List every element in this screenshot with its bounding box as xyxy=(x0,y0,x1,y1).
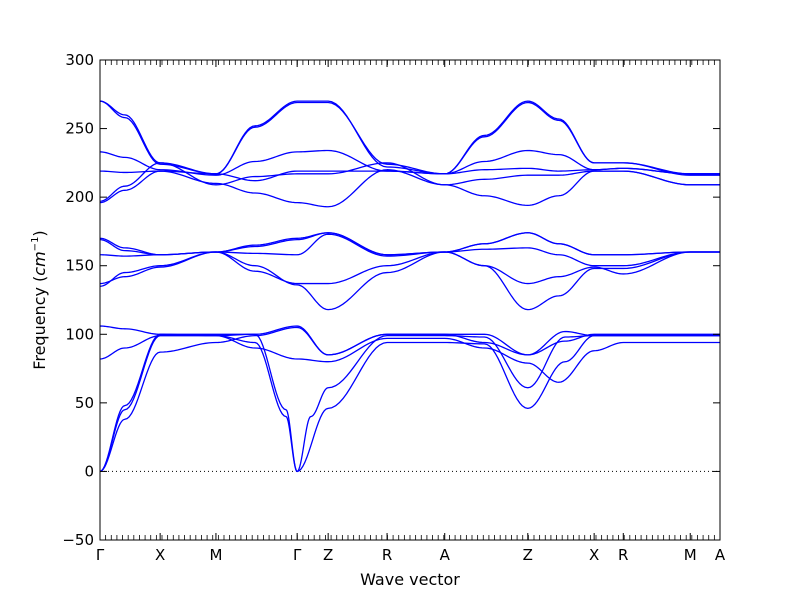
band-line-12 xyxy=(100,162,720,202)
band-line-4 xyxy=(100,335,720,383)
y-tick-label: 200 xyxy=(65,188,94,206)
y-axis-unit: cm xyxy=(30,251,49,275)
y-axis-unit-exponent: −1 xyxy=(30,237,41,252)
y-tick-label: 50 xyxy=(75,394,94,412)
kpoint-label: A xyxy=(715,546,726,564)
kpoint-label: A xyxy=(440,546,451,564)
kpoint-label: X xyxy=(589,546,599,564)
band-line-14 xyxy=(100,149,720,176)
band-line-9 xyxy=(100,232,720,256)
y-tick-label: 0 xyxy=(84,462,94,480)
band-line-3 xyxy=(100,333,720,473)
y-axis-ticks: −50 0 50 100 150 200 250 300 xyxy=(62,51,720,549)
band-line-16 xyxy=(100,100,720,176)
y-tick-label: 150 xyxy=(65,257,94,275)
band-series-group xyxy=(100,100,720,473)
x-axis-minor-ticks xyxy=(99,60,721,540)
band-line-5 xyxy=(100,325,720,356)
band-line-10 xyxy=(100,232,720,256)
plot-frame xyxy=(99,59,721,541)
y-axis-title-text: Frequency xyxy=(30,287,49,370)
band-line-1 xyxy=(100,326,720,473)
y-tick-label: −50 xyxy=(62,531,94,549)
kpoint-label: Z xyxy=(523,546,533,564)
kpoint-label: Γ xyxy=(96,546,105,564)
band-line-2 xyxy=(100,335,720,473)
x-axis-title: Wave vector xyxy=(360,570,460,589)
kpoint-label: M xyxy=(684,546,697,564)
kpoint-label: R xyxy=(382,546,392,564)
band-line-7 xyxy=(100,251,720,285)
y-tick-label: 250 xyxy=(65,120,94,138)
kpoint-label: Γ xyxy=(293,546,302,564)
kpoint-label: X xyxy=(155,546,165,564)
y-tick-label: 100 xyxy=(65,325,94,343)
y-axis-title: Frequency (cm−1) xyxy=(30,230,49,369)
kpoint-label: Z xyxy=(323,546,333,564)
kpoint-label: M xyxy=(209,546,222,564)
y-tick-label: 300 xyxy=(65,51,94,69)
kpoint-label: R xyxy=(618,546,628,564)
band-line-11 xyxy=(100,169,720,208)
